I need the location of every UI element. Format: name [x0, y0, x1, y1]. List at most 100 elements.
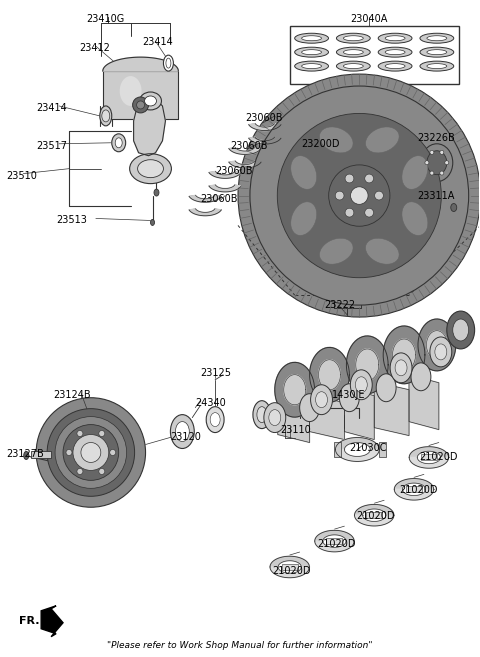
Ellipse shape: [295, 34, 328, 43]
Polygon shape: [270, 567, 310, 578]
Ellipse shape: [427, 150, 447, 175]
Text: "Please refer to Work Shop Manual for further information": "Please refer to Work Shop Manual for fu…: [107, 641, 373, 650]
Bar: [282, 564, 298, 570]
Ellipse shape: [420, 34, 454, 43]
Text: 23222: 23222: [324, 300, 356, 310]
Polygon shape: [278, 405, 310, 443]
Ellipse shape: [390, 353, 412, 383]
Ellipse shape: [170, 415, 194, 449]
Polygon shape: [249, 124, 281, 131]
Polygon shape: [209, 185, 241, 192]
Ellipse shape: [166, 58, 171, 68]
Circle shape: [445, 161, 449, 165]
Ellipse shape: [385, 35, 405, 41]
Ellipse shape: [300, 394, 320, 422]
Text: 23412: 23412: [79, 43, 110, 53]
Circle shape: [81, 443, 101, 463]
Ellipse shape: [336, 61, 370, 71]
Polygon shape: [427, 330, 447, 359]
Ellipse shape: [421, 144, 453, 181]
Ellipse shape: [343, 35, 363, 41]
Text: 23060B: 23060B: [200, 194, 238, 204]
Ellipse shape: [378, 47, 412, 57]
Ellipse shape: [257, 407, 267, 422]
Text: FR.: FR.: [19, 616, 40, 625]
Polygon shape: [310, 348, 349, 402]
Ellipse shape: [365, 127, 399, 153]
Text: 23125: 23125: [200, 368, 231, 378]
Circle shape: [66, 449, 72, 455]
Text: 24340: 24340: [195, 397, 226, 408]
Ellipse shape: [264, 403, 286, 432]
Ellipse shape: [343, 64, 363, 68]
Ellipse shape: [435, 344, 447, 360]
Text: 21030C: 21030C: [349, 443, 387, 453]
Text: 23510: 23510: [6, 171, 37, 181]
Circle shape: [99, 430, 105, 436]
Circle shape: [430, 150, 434, 154]
Polygon shape: [275, 363, 314, 417]
Circle shape: [77, 430, 83, 436]
Circle shape: [110, 449, 116, 455]
Polygon shape: [319, 360, 340, 390]
Ellipse shape: [206, 407, 224, 432]
Text: 23311A: 23311A: [417, 191, 455, 200]
Ellipse shape: [100, 106, 112, 126]
Ellipse shape: [402, 156, 428, 189]
Ellipse shape: [269, 410, 281, 426]
Circle shape: [365, 174, 373, 183]
Polygon shape: [310, 395, 344, 440]
Polygon shape: [347, 336, 388, 394]
Circle shape: [238, 74, 480, 317]
Polygon shape: [418, 319, 456, 371]
Ellipse shape: [339, 384, 360, 412]
Circle shape: [137, 101, 144, 109]
Bar: [421, 455, 437, 461]
Polygon shape: [336, 438, 379, 449]
Circle shape: [365, 208, 373, 217]
Circle shape: [47, 409, 134, 496]
Ellipse shape: [291, 156, 317, 189]
Bar: [103, 71, 179, 119]
Text: 21020D: 21020D: [272, 566, 310, 576]
Ellipse shape: [378, 34, 412, 43]
Circle shape: [440, 150, 444, 154]
Text: 23040A: 23040A: [350, 14, 388, 24]
Polygon shape: [355, 505, 394, 515]
Ellipse shape: [102, 110, 110, 122]
Polygon shape: [356, 349, 379, 380]
Polygon shape: [189, 209, 221, 215]
Text: 21020D: 21020D: [318, 539, 356, 549]
Polygon shape: [393, 339, 416, 371]
Ellipse shape: [24, 451, 29, 459]
Polygon shape: [394, 478, 433, 489]
Text: 21020D: 21020D: [399, 486, 438, 495]
Circle shape: [55, 417, 127, 488]
Ellipse shape: [130, 154, 171, 183]
Polygon shape: [229, 148, 261, 154]
Text: 23127B: 23127B: [6, 449, 44, 459]
Polygon shape: [270, 556, 310, 567]
Text: 23226B: 23226B: [417, 133, 455, 143]
Ellipse shape: [311, 385, 333, 415]
Ellipse shape: [144, 96, 156, 106]
Circle shape: [345, 174, 354, 183]
Text: 23124B: 23124B: [53, 390, 91, 399]
Text: 23120: 23120: [170, 432, 201, 442]
Ellipse shape: [355, 377, 367, 393]
Text: 21020D: 21020D: [419, 453, 457, 463]
Ellipse shape: [365, 238, 399, 264]
Text: 21020D: 21020D: [356, 511, 395, 521]
Polygon shape: [355, 515, 394, 526]
Bar: [406, 486, 422, 492]
Ellipse shape: [385, 64, 405, 68]
Polygon shape: [103, 57, 179, 71]
Polygon shape: [133, 99, 166, 156]
Polygon shape: [189, 195, 221, 202]
Ellipse shape: [295, 61, 328, 71]
Polygon shape: [249, 137, 281, 144]
Ellipse shape: [453, 319, 468, 341]
Ellipse shape: [120, 76, 142, 106]
Polygon shape: [344, 388, 374, 440]
Ellipse shape: [112, 134, 126, 152]
